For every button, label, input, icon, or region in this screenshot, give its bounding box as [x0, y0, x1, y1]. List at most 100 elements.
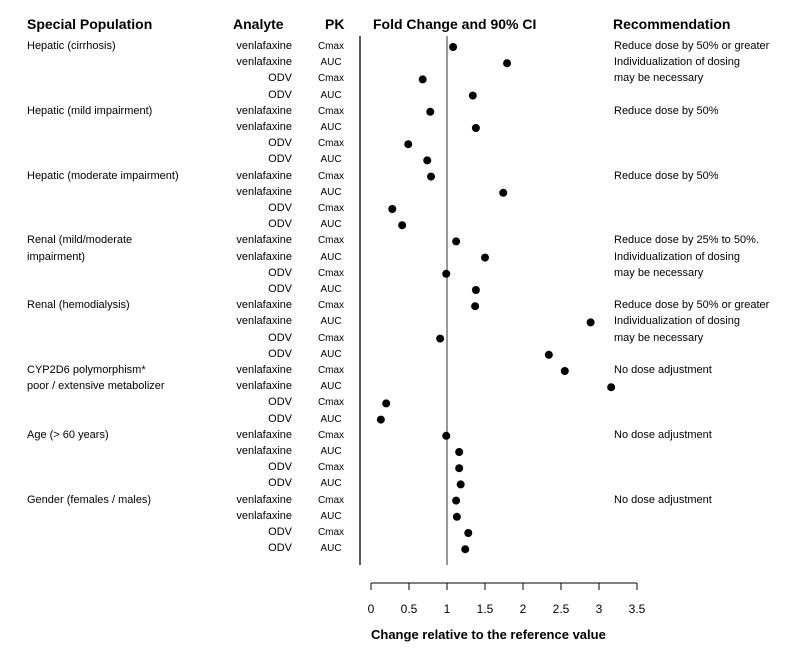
recommendation-label: may be necessary	[614, 266, 704, 279]
data-point	[461, 545, 470, 554]
recommendation-label: Reduce dose by 25% to 50%.	[614, 234, 759, 247]
data-point	[427, 172, 436, 181]
analyte-label: venlafaxine	[236, 509, 292, 522]
pk-label: Cmax	[317, 332, 345, 344]
header-pk: PK	[325, 16, 345, 32]
analyte-label: venlafaxine	[236, 380, 292, 393]
data-point	[426, 107, 435, 116]
data-point	[382, 399, 391, 408]
pk-label: Cmax	[317, 462, 345, 474]
analyte-label: venlafaxine	[236, 121, 292, 133]
data-point	[455, 464, 464, 473]
analyte-label: ODV	[268, 526, 292, 538]
population-label: impairment)	[27, 250, 86, 263]
analyte-label: venlafaxine	[236, 493, 292, 506]
data-point	[586, 318, 595, 327]
population-label: Hepatic (cirrhosis)	[27, 40, 116, 52]
x-tick-label: 2	[519, 602, 527, 616]
data-point	[471, 286, 480, 294]
pk-label: AUC	[320, 186, 342, 198]
pk-label: AUC	[320, 251, 342, 263]
recommendation-label: Reduce dose by 50%	[614, 104, 719, 117]
pk-label: AUC	[320, 510, 342, 522]
analyte-label: venlafaxine	[236, 104, 292, 117]
pk-label: AUC	[320, 478, 342, 490]
recommendation-label: Reduce dose by 50% or greater	[614, 40, 770, 52]
analyte-label: venlafaxine	[236, 56, 292, 69]
analyte-label: venlafaxine	[236, 250, 292, 263]
recommendation-label: Reduce dose by 50% or greater	[614, 299, 770, 312]
pk-label: AUC	[320, 284, 342, 295]
population-label: Age (> 60 years)	[27, 428, 109, 441]
pk-label: Cmax	[317, 365, 345, 376]
header-fold-change: Fold Change and 90% CI	[373, 16, 537, 32]
x-tick-label: 0	[367, 602, 375, 616]
header-recommendation: Recommendation	[613, 16, 731, 32]
data-point	[423, 156, 432, 165]
population-label: Hepatic (moderate impairment)	[27, 169, 179, 182]
data-point	[456, 480, 465, 489]
pk-label: AUC	[320, 154, 342, 166]
analyte-label: venlafaxine	[236, 40, 292, 52]
data-point	[418, 75, 427, 84]
data-point	[398, 221, 407, 230]
pk-label: AUC	[320, 316, 342, 328]
analyte-label: ODV	[268, 347, 292, 360]
pk-label: Cmax	[317, 170, 345, 182]
analyte-label: ODV	[268, 266, 292, 279]
analyte-label: venlafaxine	[236, 299, 292, 312]
population-label: Renal (hemodialysis)	[27, 299, 130, 312]
data-point	[468, 91, 477, 100]
data-point	[560, 367, 569, 375]
analyte-label: venlafaxine	[236, 169, 292, 182]
analyte-label: ODV	[268, 202, 292, 214]
analyte-label: venlafaxine	[236, 364, 292, 376]
population-label: Hepatic (mild impairment)	[27, 104, 153, 117]
x-tick-label: 2.5	[552, 602, 570, 616]
data-point	[442, 269, 451, 278]
data-point	[499, 188, 508, 197]
analyte-label: venlafaxine	[236, 445, 292, 457]
analyte-label: ODV	[268, 461, 292, 474]
pk-label: Cmax	[317, 138, 345, 150]
data-point	[503, 59, 512, 68]
data-point	[607, 383, 616, 392]
population-label: CYP2D6 polymorphism*	[27, 364, 146, 376]
x-axis-title: Change relative to the reference value	[371, 627, 606, 642]
data-point	[455, 448, 464, 456]
x-tick-label: 1.5	[476, 602, 494, 616]
pk-label: AUC	[320, 413, 342, 425]
header-special-population: Special Population	[27, 16, 153, 32]
pk-label: Cmax	[317, 203, 345, 214]
data-point	[449, 43, 458, 51]
analyte-label: ODV	[268, 218, 292, 231]
pk-label: AUC	[320, 89, 342, 101]
data-point	[436, 334, 445, 343]
x-tick-label: 3.5	[628, 602, 646, 616]
recommendation-label: No dose adjustment	[614, 428, 712, 441]
data-point	[404, 140, 413, 149]
pk-label: Cmax	[317, 73, 345, 85]
recommendation-label: Individualization of dosing	[614, 315, 740, 328]
pk-label: AUC	[320, 348, 342, 360]
x-tick-label: 1	[443, 602, 451, 616]
data-point	[452, 496, 461, 505]
recommendation-label: No dose adjustment	[614, 493, 712, 506]
data-point	[442, 431, 451, 440]
pk-label: AUC	[320, 381, 342, 393]
population-label: poor / extensive metabolizer	[27, 380, 165, 393]
pk-label: Cmax	[317, 105, 345, 117]
data-point	[481, 253, 489, 262]
pk-label: AUC	[320, 57, 342, 69]
analyte-label: ODV	[268, 542, 292, 555]
data-point	[452, 512, 461, 521]
analyte-label: ODV	[268, 283, 292, 295]
recommendation-label: may be necessary	[614, 72, 704, 85]
header-analyte: Analyte	[233, 16, 284, 32]
analyte-label: ODV	[268, 477, 292, 490]
recommendation-label: Individualization of dosing	[614, 250, 740, 263]
recommendation-label: Reduce dose by 50%	[614, 169, 719, 182]
x-tick-label: 3	[595, 602, 603, 616]
